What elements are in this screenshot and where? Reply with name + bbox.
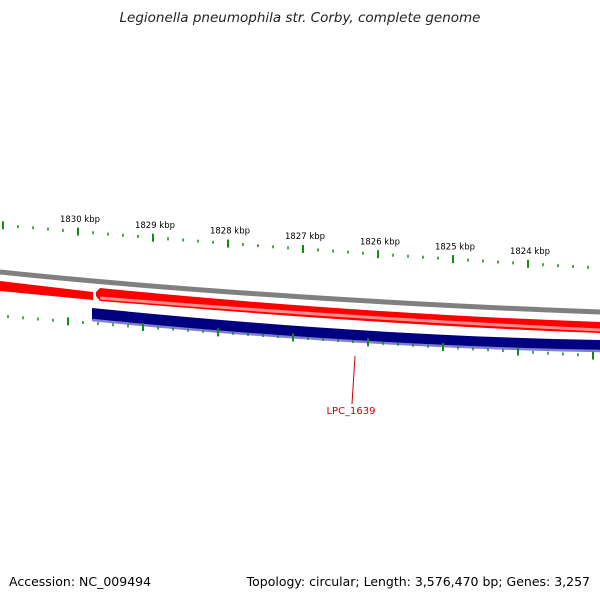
- accession-text: Accession: NC_009494: [9, 574, 151, 589]
- inner-tick-track: [7, 315, 594, 360]
- reverse-strand-gene: [92, 308, 600, 351]
- kbp-label: 1830 kbp: [60, 215, 100, 225]
- outer-tick-track: [2, 221, 589, 269]
- kbp-label: 1825 kbp: [435, 242, 475, 252]
- kbp-label-group: 1830 kbp 1829 kbp 1828 kbp 1827 kbp 1826 kbp…: [60, 215, 550, 257]
- forward-strand-gene-right: [96, 288, 600, 333]
- gene-label-leader: [351, 355, 356, 405]
- kbp-label: 1824 kbp: [510, 247, 550, 257]
- kbp-label: 1828 kbp: [210, 227, 250, 237]
- kbp-label: 1826 kbp: [360, 237, 400, 247]
- gene-label-lpc-1639: LPC_1639: [326, 406, 375, 417]
- reverse-strand-highlight: [91, 318, 600, 353]
- forward-strand-highlight: [99, 296, 600, 332]
- genome-summary-text: Topology: circular; Length: 3,576,470 bp…: [246, 574, 590, 589]
- kbp-label: 1827 kbp: [285, 232, 325, 242]
- kbp-label: 1829 kbp: [135, 221, 175, 231]
- forward-strand-gene-left: [0, 281, 93, 300]
- genome-title: Legionella pneumophila str. Corby, compl…: [120, 10, 481, 26]
- backbone-track: [0, 269, 600, 315]
